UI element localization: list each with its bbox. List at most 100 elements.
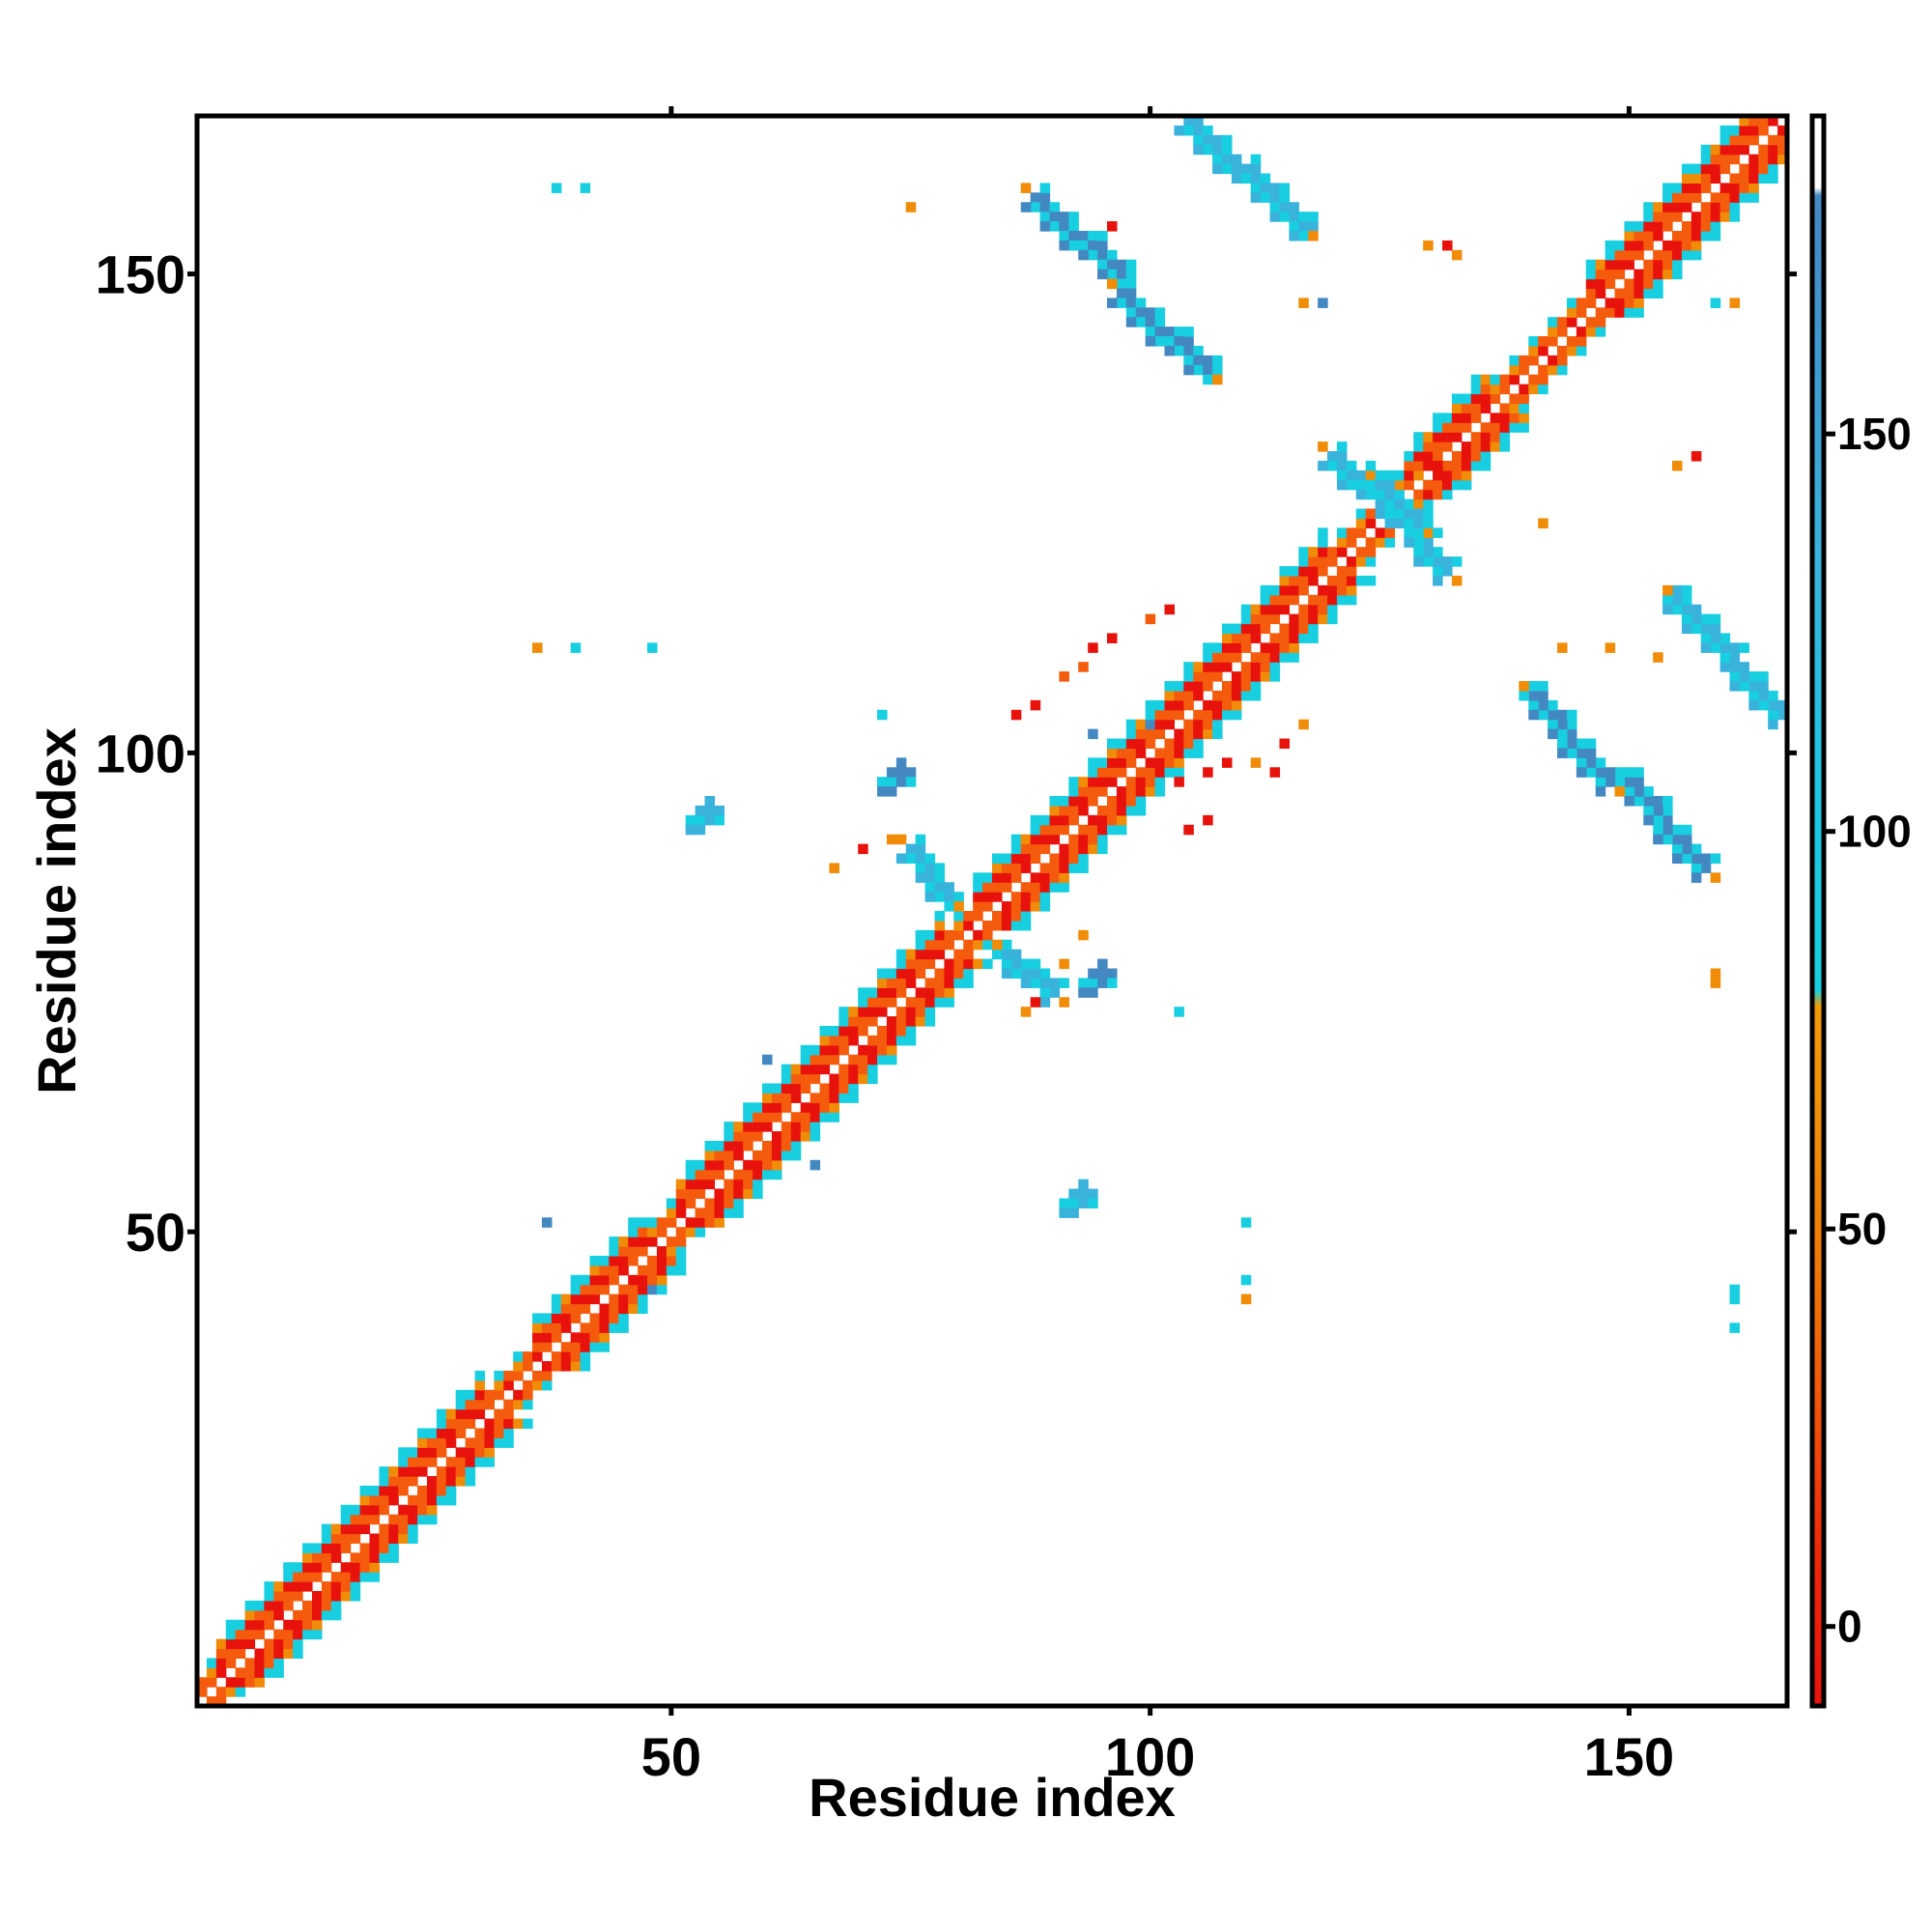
- heatmap-cell: [1404, 537, 1414, 548]
- heatmap-cell: [1777, 709, 1788, 721]
- heatmap-cell: [1700, 863, 1712, 873]
- heatmap-cell: [704, 1159, 716, 1171]
- heatmap-cell: [685, 824, 696, 836]
- heatmap-cell: [1125, 269, 1137, 280]
- heatmap-cell: [762, 1083, 773, 1094]
- heatmap-cell: [1327, 575, 1338, 586]
- heatmap-cell: [570, 1332, 582, 1343]
- heatmap-cell: [1068, 843, 1079, 855]
- heatmap-cell: [1154, 307, 1166, 318]
- heatmap-cell: [1049, 978, 1061, 988]
- heatmap-cell: [1451, 432, 1463, 442]
- heatmap-cell: [1039, 834, 1051, 845]
- heatmap-cell: [1068, 1198, 1079, 1208]
- heatmap-cell: [589, 1342, 601, 1352]
- heatmap-cell: [503, 1418, 514, 1430]
- heatmap-cell: [523, 1389, 533, 1401]
- heatmap-cell: [867, 1064, 878, 1075]
- heatmap-cell: [915, 968, 926, 980]
- heatmap-cell: [398, 1447, 409, 1458]
- heatmap-cell: [1174, 738, 1184, 750]
- heatmap-cell: [704, 1198, 716, 1208]
- heatmap-cell: [398, 1466, 409, 1477]
- heatmap-cell: [733, 1169, 744, 1180]
- heatmap-cell: [1557, 728, 1568, 740]
- heatmap-cell: [1739, 681, 1749, 692]
- heatmap-cell: [886, 1035, 897, 1046]
- heatmap-cell: [1557, 355, 1568, 366]
- heatmap-cell: [877, 1044, 888, 1056]
- heatmap-cell: [599, 1284, 610, 1295]
- heatmap-cell: [1135, 777, 1147, 787]
- heatmap-cell: [886, 968, 897, 980]
- heatmap-cell: [963, 939, 974, 951]
- heatmap-cell: [484, 1437, 495, 1448]
- heatmap-cell: [350, 1533, 361, 1545]
- heatmap-cell: [685, 1198, 696, 1208]
- heatmap-cell: [1336, 584, 1348, 596]
- heatmap-cell: [503, 1408, 514, 1420]
- heatmap-cell: [1566, 748, 1577, 758]
- heatmap-cell: [1106, 259, 1118, 270]
- heatmap-cell: [225, 1648, 237, 1660]
- heatmap-cell: [264, 1638, 274, 1650]
- heatmap-cell: [628, 1274, 639, 1286]
- heatmap-cell: [1681, 853, 1692, 865]
- heatmap-cell: [244, 1609, 256, 1621]
- heatmap-cell: [1145, 317, 1156, 327]
- heatmap-cell: [1729, 671, 1741, 682]
- heatmap-cell: [714, 1208, 724, 1218]
- heatmap-cell: [1394, 518, 1405, 528]
- heatmap-cell: [685, 1159, 696, 1171]
- heatmap-cell: [1690, 872, 1702, 883]
- heatmap-cell: [599, 1332, 610, 1343]
- heatmap-cell: [1413, 537, 1424, 548]
- heatmap-cell: [1375, 479, 1386, 491]
- heatmap-cell: [513, 1418, 524, 1430]
- heatmap-cell: [1068, 1208, 1079, 1218]
- heatmap-cell: [1719, 144, 1731, 156]
- heatmap-cell: [675, 1198, 687, 1208]
- heatmap-cell: [934, 939, 946, 951]
- heatmap-cell: [1585, 738, 1597, 750]
- heatmap-cell: [426, 1428, 438, 1438]
- heatmap-cell: [1384, 537, 1396, 548]
- heatmap-cell: [1279, 192, 1290, 203]
- heatmap-cell: [1097, 249, 1108, 261]
- heatmap-cell: [628, 1303, 639, 1315]
- heatmap-cell: [1729, 125, 1741, 136]
- heatmap-cell: [1653, 814, 1663, 826]
- heatmap-cell: [1049, 805, 1061, 816]
- heatmap-cell: [1240, 173, 1252, 185]
- heatmap-cell: [244, 1600, 256, 1611]
- heatmap-cell: [1260, 604, 1271, 615]
- heatmap-cell: [886, 1054, 897, 1065]
- heatmap-cell: [1461, 451, 1472, 462]
- heatmap-cell: [1097, 824, 1108, 836]
- heatmap-cell: [340, 1523, 352, 1535]
- heatmap-cell: [1634, 786, 1644, 797]
- heatmap-cell: [1068, 777, 1079, 787]
- heatmap-cell: [1078, 805, 1089, 816]
- heatmap-cell: [302, 1629, 313, 1640]
- heatmap-cell: [905, 968, 917, 980]
- heatmap-cell: [244, 1667, 256, 1678]
- heatmap-cell: [1020, 834, 1032, 845]
- heatmap-cell: [599, 1274, 610, 1286]
- heatmap-cell: [1164, 690, 1175, 701]
- heatmap-cell: [1375, 489, 1386, 500]
- heatmap-cell: [1681, 163, 1692, 175]
- heatmap-cell: [1020, 202, 1032, 213]
- heatmap-cell: [1039, 872, 1051, 883]
- heatmap-cell: [790, 1140, 802, 1151]
- heatmap-cell: [1193, 662, 1204, 672]
- heatmap-cell: [1298, 633, 1309, 643]
- heatmap-cell: [1154, 728, 1166, 740]
- heatmap-cell: [1480, 460, 1492, 471]
- heatmap-cell: [886, 997, 897, 1008]
- heatmap-cell: [1681, 183, 1692, 193]
- heatmap-cell: [1088, 1198, 1098, 1208]
- heatmap-cell: [1010, 968, 1022, 980]
- heatmap-cell: [867, 1044, 878, 1056]
- heatmap-cell: [1221, 134, 1233, 146]
